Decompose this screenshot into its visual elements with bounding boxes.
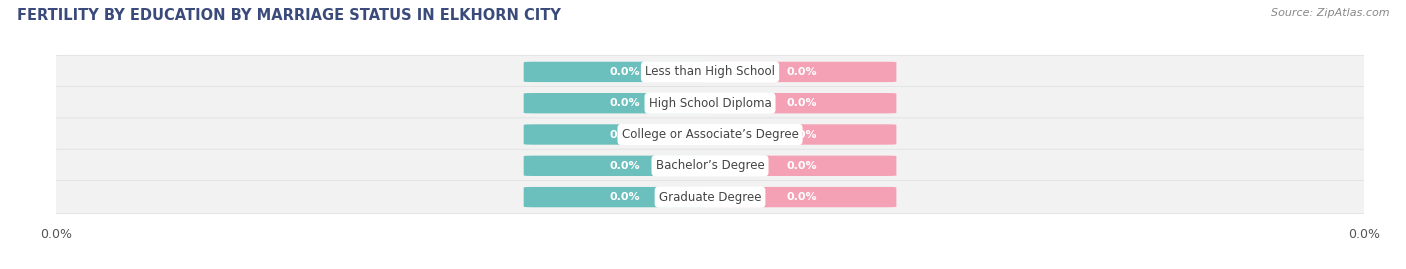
FancyBboxPatch shape [37,149,1384,182]
FancyBboxPatch shape [37,87,1384,120]
FancyBboxPatch shape [707,156,897,176]
Text: 0.0%: 0.0% [610,192,640,202]
FancyBboxPatch shape [523,62,713,82]
FancyBboxPatch shape [707,62,897,82]
FancyBboxPatch shape [37,118,1384,151]
FancyBboxPatch shape [37,180,1384,214]
Text: 0.0%: 0.0% [786,192,817,202]
Text: Source: ZipAtlas.com: Source: ZipAtlas.com [1271,8,1389,18]
FancyBboxPatch shape [523,156,713,176]
FancyBboxPatch shape [37,55,1384,89]
Text: Less than High School: Less than High School [645,65,775,78]
Text: 0.0%: 0.0% [610,98,640,108]
FancyBboxPatch shape [707,93,897,113]
Text: College or Associate’s Degree: College or Associate’s Degree [621,128,799,141]
Text: 0.0%: 0.0% [786,98,817,108]
FancyBboxPatch shape [523,124,713,145]
Text: FERTILITY BY EDUCATION BY MARRIAGE STATUS IN ELKHORN CITY: FERTILITY BY EDUCATION BY MARRIAGE STATU… [17,8,561,23]
Text: 0.0%: 0.0% [786,161,817,171]
FancyBboxPatch shape [707,124,897,145]
Text: Graduate Degree: Graduate Degree [659,191,761,204]
Text: 0.0%: 0.0% [786,129,817,140]
Text: Bachelor’s Degree: Bachelor’s Degree [655,159,765,172]
Text: 0.0%: 0.0% [610,67,640,77]
Text: High School Diploma: High School Diploma [648,97,772,110]
FancyBboxPatch shape [523,93,713,113]
FancyBboxPatch shape [707,187,897,207]
Text: 0.0%: 0.0% [610,129,640,140]
FancyBboxPatch shape [523,187,713,207]
Text: 0.0%: 0.0% [786,67,817,77]
Text: 0.0%: 0.0% [610,161,640,171]
